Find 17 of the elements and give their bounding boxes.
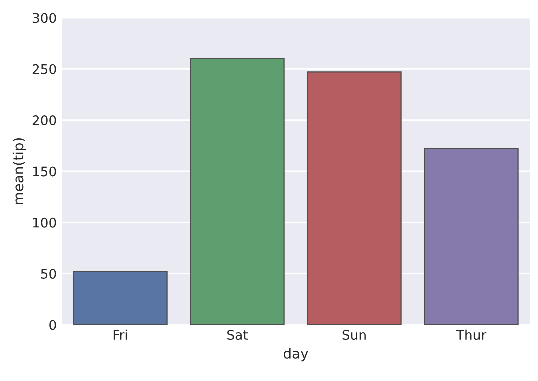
y-tick-label: 0 bbox=[50, 320, 56, 330]
x-tick-label: Fri bbox=[114, 330, 128, 340]
y-tick-label: 100 bbox=[33, 218, 56, 228]
x-tick-label: Sun bbox=[342, 330, 366, 340]
y-axis-title: mean(tip) bbox=[12, 138, 26, 204]
bar bbox=[424, 148, 519, 325]
y-tick-label: 300 bbox=[32, 13, 56, 24]
bar bbox=[190, 58, 285, 325]
x-tick-label: Sat bbox=[228, 330, 248, 340]
y-tick-label: 250 bbox=[32, 64, 56, 74]
bar bbox=[73, 271, 168, 325]
x-tick-label: Thur bbox=[456, 330, 487, 340]
y-tick-label: 50 bbox=[41, 269, 56, 280]
y-tick-label: 150 bbox=[33, 166, 56, 177]
y-tick-label: 200 bbox=[32, 116, 56, 126]
bar bbox=[307, 72, 402, 325]
x-axis-title: day bbox=[284, 348, 308, 362]
